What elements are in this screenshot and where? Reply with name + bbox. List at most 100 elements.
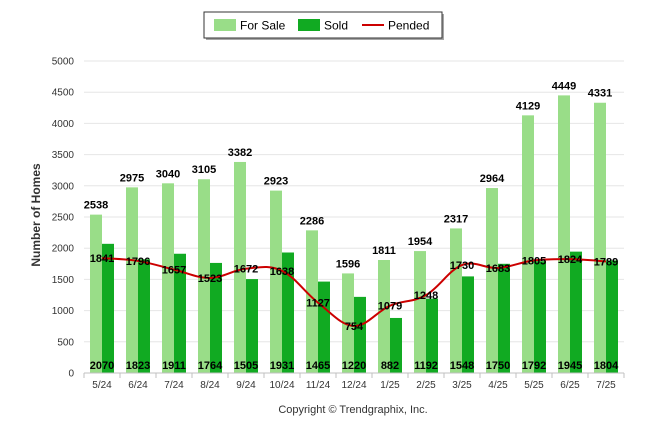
bar-for-sale xyxy=(522,115,534,373)
data-label-pended: 1841 xyxy=(90,253,114,265)
data-label-for-sale: 4129 xyxy=(516,100,540,112)
bar-sold xyxy=(282,252,294,373)
bar-sold xyxy=(462,276,474,373)
bar-for-sale xyxy=(90,214,102,373)
data-label-sold: 1823 xyxy=(126,360,150,372)
data-label-sold: 1220 xyxy=(342,360,366,372)
bar-sold xyxy=(606,260,618,373)
data-label-pended: 1683 xyxy=(486,263,510,275)
legend-swatch-sold xyxy=(298,19,320,31)
data-label-pended: 1672 xyxy=(234,264,258,276)
data-label-sold: 1750 xyxy=(486,360,510,372)
x-tick-label: 3/25 xyxy=(452,380,472,391)
pended-line xyxy=(101,257,607,327)
data-label-for-sale: 2964 xyxy=(480,173,505,185)
legend-swatch-for-sale xyxy=(214,19,236,31)
x-tick-label: 9/24 xyxy=(236,380,256,391)
bar-sold xyxy=(210,262,222,373)
bar-for-sale xyxy=(198,179,210,373)
x-tick-label: 6/24 xyxy=(128,380,148,391)
y-tick-label: 4500 xyxy=(52,88,75,99)
legend-box xyxy=(203,11,443,39)
data-label-for-sale: 3382 xyxy=(228,147,252,159)
bar-for-sale xyxy=(558,95,570,374)
y-tick-label: 5000 xyxy=(52,57,75,68)
bar-sold xyxy=(174,253,186,373)
bar-sold xyxy=(534,261,546,373)
x-tick-label: 12/24 xyxy=(341,380,366,391)
data-label-sold: 1764 xyxy=(198,360,223,372)
bar-for-sale xyxy=(306,230,318,373)
y-tick-label: 1500 xyxy=(52,275,75,286)
data-label-pended: 1657 xyxy=(162,265,186,277)
data-label-sold: 1804 xyxy=(594,360,619,372)
data-label-for-sale: 2317 xyxy=(444,213,468,225)
data-label-sold: 1945 xyxy=(558,360,582,372)
x-axis: 5/24 6/24 7/24 8/24 9/24 10/24 11/24 12/24 1/25 2… xyxy=(83,372,625,391)
data-label-pended: 754 xyxy=(345,321,364,333)
data-label-sold: 882 xyxy=(381,360,399,372)
bar-for-sale xyxy=(270,190,282,373)
data-label-sold: 1505 xyxy=(234,360,258,372)
legend-label: Sold xyxy=(324,19,348,33)
data-label-for-sale: 3105 xyxy=(192,164,216,176)
series-line-pended xyxy=(101,257,607,327)
bar-for-sale xyxy=(486,188,498,373)
y-tick-label: 2000 xyxy=(52,244,75,255)
data-label-pended: 1824 xyxy=(558,254,583,266)
data-label-for-sale: 2975 xyxy=(120,172,144,184)
y-tick-label: 4000 xyxy=(52,119,75,130)
x-tick-label: 11/24 xyxy=(306,380,331,391)
bar-for-sale xyxy=(126,187,138,373)
data-label-sold: 1911 xyxy=(162,360,186,372)
data-label-sold: 1548 xyxy=(450,360,474,372)
data-label-for-sale: 1954 xyxy=(408,236,433,248)
x-tick-label: 8/24 xyxy=(200,380,220,391)
bar-for-sale xyxy=(234,161,246,373)
data-label-pended: 1730 xyxy=(450,260,474,272)
bar-for-sale xyxy=(450,228,462,373)
y-tick-label: 0 xyxy=(68,369,74,380)
data-label-for-sale: 2923 xyxy=(264,176,288,188)
bar-sold xyxy=(390,317,402,373)
data-label-sold: 1931 xyxy=(270,360,294,372)
data-label-pended: 1127 xyxy=(306,298,330,310)
x-tick-label: 5/24 xyxy=(92,380,112,391)
x-tick-label: 1/25 xyxy=(380,380,400,391)
bar-sold xyxy=(246,279,258,373)
data-label-pended: 1638 xyxy=(270,266,294,278)
data-label-for-sale: 2538 xyxy=(84,200,108,212)
bar-sold xyxy=(570,251,582,373)
data-label-for-sale: 4331 xyxy=(588,88,612,100)
data-label-sold: 1192 xyxy=(414,360,438,372)
data-label-sold: 2070 xyxy=(90,360,114,372)
data-label-pended: 1523 xyxy=(198,273,222,285)
bar-sold xyxy=(498,263,510,373)
copyright-text: Copyright © Trendgraphix, Inc. xyxy=(278,404,427,416)
legend-label: For Sale xyxy=(240,19,286,33)
y-tick-label: 500 xyxy=(57,337,74,348)
data-label-for-sale: 1811 xyxy=(372,245,396,257)
x-tick-label: 2/25 xyxy=(416,380,436,391)
legend-items: For Sale Sold Pended xyxy=(214,19,429,33)
y-tick-label: 1000 xyxy=(52,306,75,317)
y-tick-label: 3000 xyxy=(52,181,75,192)
bar-for-sale xyxy=(162,183,174,373)
bar-sold xyxy=(426,298,438,373)
bar-for-sale xyxy=(342,273,354,373)
data-label-for-sale: 1596 xyxy=(336,258,360,270)
legend-label: Pended xyxy=(388,19,429,33)
x-tick-label: 7/25 xyxy=(596,380,616,391)
data-label-pended: 1805 xyxy=(522,255,546,267)
data-labels: 2538 1841 2070 2975 1796 1823 3040 1657 1911 3105… xyxy=(84,80,619,372)
y-axis-title: Number of Homes xyxy=(29,163,43,267)
data-label-pended: 1248 xyxy=(414,290,438,302)
bar-sold xyxy=(354,296,366,373)
data-label-for-sale: 3040 xyxy=(156,168,180,180)
bar-for-sale xyxy=(378,259,390,373)
x-tick-label: 7/24 xyxy=(164,380,184,391)
legend: For Sale Sold Pended xyxy=(203,11,444,40)
x-tick-label: 5/25 xyxy=(524,380,544,391)
